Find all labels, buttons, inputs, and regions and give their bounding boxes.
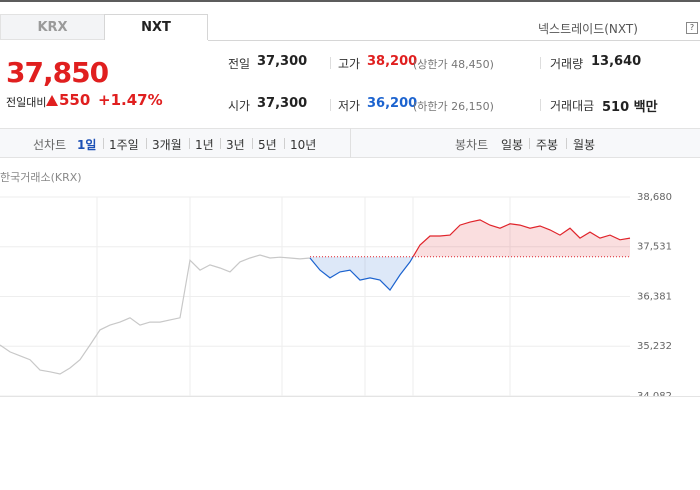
candle-period-button[interactable]: 일봉 — [501, 138, 524, 152]
summary-value: 510 백만 — [602, 100, 658, 115]
y-tick-label: 37,531 — [637, 242, 672, 253]
price-line — [0, 254, 311, 375]
separator — [284, 138, 285, 149]
change-rate: +1.47% — [98, 91, 163, 109]
area-above — [413, 219, 630, 257]
separator — [103, 138, 104, 149]
candle-period-button[interactable]: 주봉 — [536, 138, 559, 152]
separator — [220, 138, 221, 149]
summary-note: (상한가 48,450) — [413, 58, 494, 71]
separator — [330, 99, 331, 111]
separator — [252, 138, 253, 149]
separator — [146, 138, 147, 149]
y-tick-label: 36,381 — [637, 292, 672, 303]
period-button[interactable]: 1주일 — [109, 138, 139, 152]
summary-label: 거래대금 — [550, 99, 595, 113]
summary-label: 거래량 — [550, 57, 584, 71]
up-arrow — [46, 95, 58, 106]
summary-value: 38,200 — [367, 54, 418, 69]
y-tick-label: 34,082 — [637, 391, 672, 396]
period-button[interactable]: 5년 — [258, 138, 277, 152]
separator — [540, 99, 541, 111]
change-label: 전일대비 — [6, 96, 47, 109]
candle-chart-label: 봉차트 — [455, 138, 489, 152]
period-button[interactable]: 3개월 — [152, 138, 182, 152]
current-price: 37,850 — [6, 56, 109, 89]
summary-label: 전일 — [228, 57, 251, 71]
chart-bottom-border — [0, 396, 700, 397]
area-below — [310, 256, 630, 291]
market-link[interactable]: 넥스트레이드(NXT) — [538, 22, 638, 36]
period-button[interactable]: 10년 — [290, 138, 317, 152]
candle-period-button[interactable]: 월봉 — [573, 138, 596, 152]
y-tick-label: 38,680 — [637, 192, 672, 203]
separator — [189, 138, 190, 149]
summary-note: (하한가 26,150) — [413, 100, 494, 113]
summary-value: 37,300 — [257, 96, 308, 111]
chart: 38,680 37,531 36,381 35,232 34,082 — [0, 192, 672, 396]
toolbar-divider — [350, 128, 351, 158]
period-button[interactable]: 1일 — [77, 138, 97, 152]
summary-value: 37,300 — [257, 54, 308, 69]
help-icon[interactable]: ? — [686, 22, 698, 34]
period-button[interactable]: 3년 — [226, 138, 245, 152]
line-below — [309, 256, 414, 292]
separator — [529, 138, 530, 149]
period-button[interactable]: 1년 — [195, 138, 214, 152]
change: 550 — [59, 91, 91, 109]
tab-krx[interactable]: KRX — [0, 14, 104, 40]
line-chart-label: 선차트 — [33, 138, 67, 152]
line-above — [412, 219, 631, 257]
tab-divider — [208, 40, 700, 41]
summary-value: 13,640 — [591, 54, 642, 69]
tab-nxt[interactable]: NXT — [104, 14, 208, 40]
summary-label: 시가 — [228, 99, 251, 113]
chart-source: 한국거래소(KRX) — [0, 171, 82, 184]
summary-label: 고가 — [338, 57, 361, 71]
separator — [330, 57, 331, 69]
top-border — [0, 0, 700, 2]
summary-label: 저가 — [338, 99, 361, 113]
separator — [566, 138, 567, 149]
summary-value: 36,200 — [367, 96, 418, 111]
y-tick-label: 35,232 — [637, 341, 672, 352]
separator — [540, 57, 541, 69]
